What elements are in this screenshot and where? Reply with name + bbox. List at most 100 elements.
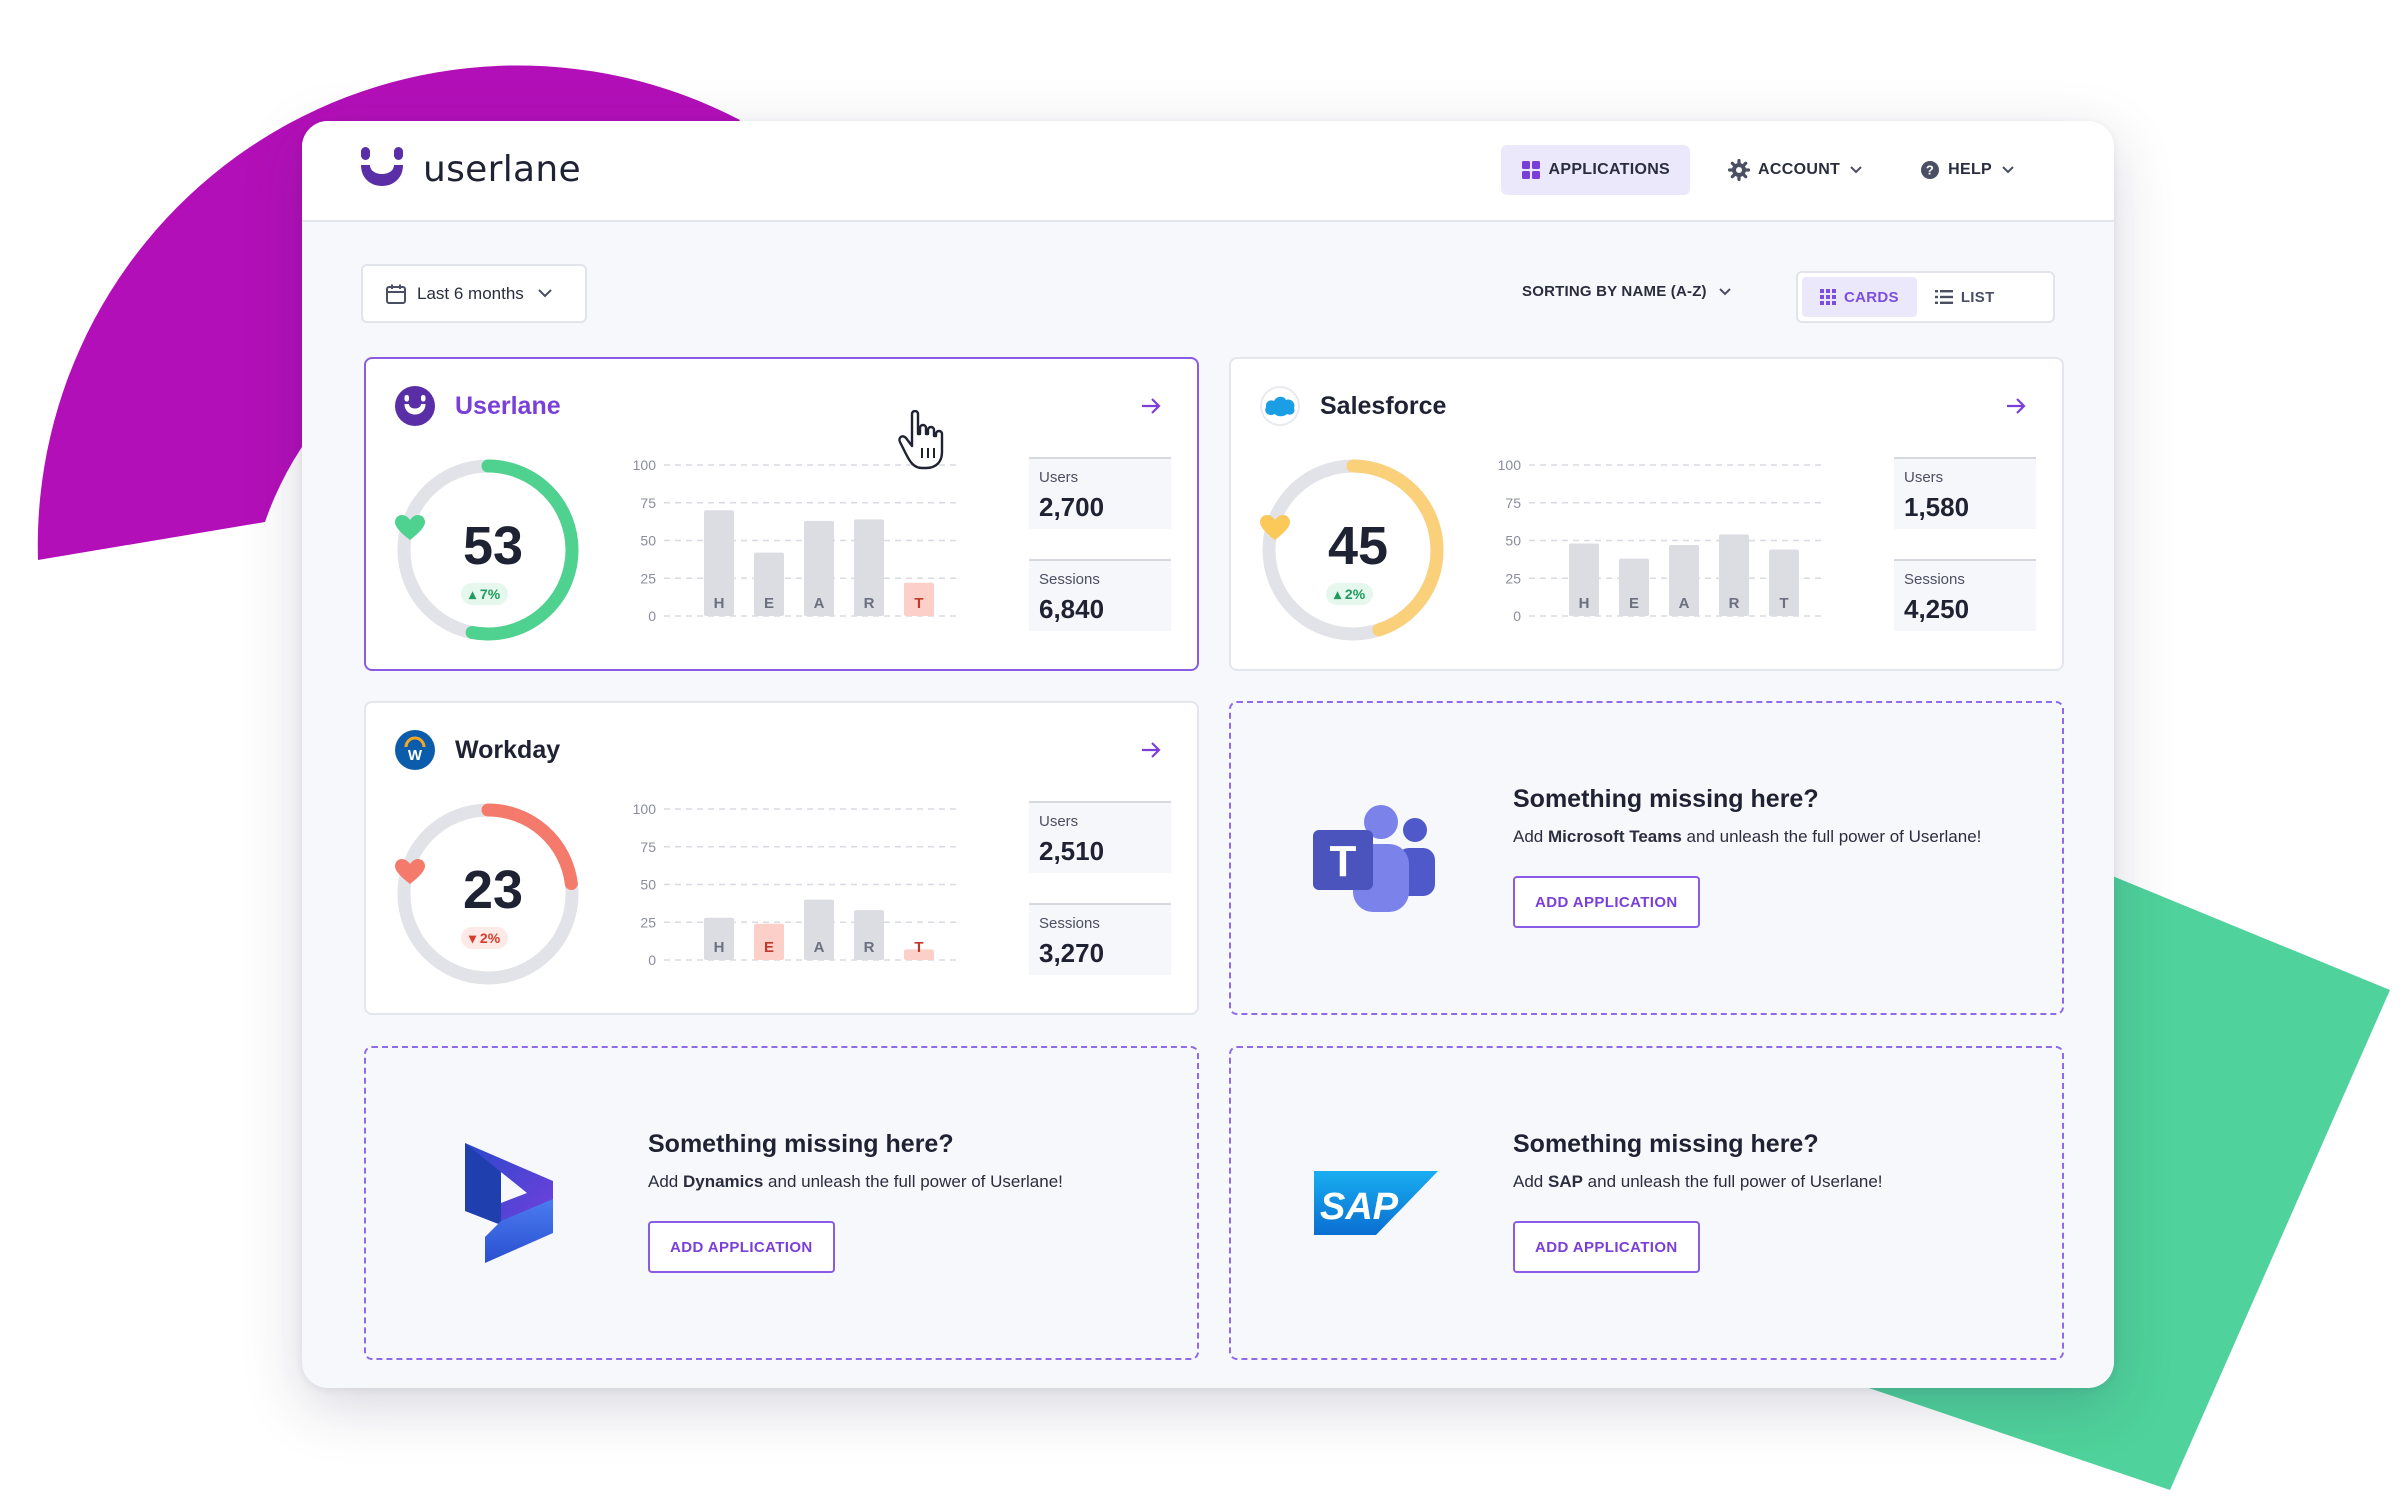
heart-letter-label: T xyxy=(1779,595,1788,612)
heart-letter-label: R xyxy=(864,595,875,612)
heart-letter-label: A xyxy=(814,939,825,956)
nav-applications[interactable]: APPLICATIONS xyxy=(1500,145,1691,195)
sessions-stat: Sessions 4,250 xyxy=(1894,559,2036,631)
svg-text:T: T xyxy=(1330,837,1357,886)
y-tick-label: 50 xyxy=(640,877,656,893)
heart-bar-a xyxy=(804,899,834,960)
y-tick-label: 25 xyxy=(640,570,656,586)
workday-app-icon: W xyxy=(395,730,435,770)
sessions-value: 4,250 xyxy=(1904,594,1970,624)
y-tick-label: 0 xyxy=(1513,608,1521,624)
heart-bar-e xyxy=(754,552,784,616)
grid-icon xyxy=(1521,161,1540,179)
heart-score-gauge: 53 ▴ 7% xyxy=(395,457,581,643)
trend-up-icon: ▴ xyxy=(469,585,480,602)
nav-account[interactable]: ACCOUNT xyxy=(1708,145,1882,195)
heart-score: 23 xyxy=(462,860,524,920)
app-card-workday[interactable]: W Workday 23 ▾ 2% 100 75 50 25 0 H E A R T Users xyxy=(364,701,1199,1015)
chevron-down-icon xyxy=(1850,166,1862,174)
sessions-value: 6,840 xyxy=(1039,594,1105,624)
missing-title: Something missing here? xyxy=(1513,785,1819,813)
date-range-dropdown[interactable]: Last 6 months xyxy=(361,264,587,323)
users-stat: Users 2,700 xyxy=(1029,457,1171,529)
userlane-mark-icon xyxy=(361,147,403,186)
add-application-button[interactable]: ADD APPLICATION xyxy=(648,1221,835,1273)
heart-bar-chart: 100 75 50 25 0 H E A R T xyxy=(633,457,958,624)
missing-description: Add SAP and unleash the full power of Us… xyxy=(1513,1172,1883,1191)
heart-letter-label: E xyxy=(764,939,774,956)
users-stat: Users 2,510 xyxy=(1029,801,1171,873)
svg-text:?: ? xyxy=(1926,163,1934,178)
gauge-ring xyxy=(397,803,579,985)
users-label: Users xyxy=(1039,813,1079,830)
heart-bar-t xyxy=(904,582,934,616)
heart-letter-label: R xyxy=(864,939,875,956)
users-label: Users xyxy=(1904,469,1944,486)
heart-bar-r xyxy=(1719,534,1749,616)
y-tick-label: 75 xyxy=(640,495,656,511)
dynamics-logo xyxy=(436,1128,586,1278)
missing-description: Add Dynamics and unleash the full power … xyxy=(648,1172,1063,1191)
delta-value: 7% xyxy=(479,586,501,602)
missing-app-name: SAP xyxy=(1547,1172,1583,1191)
heart-bar-e xyxy=(1619,558,1649,616)
sorting-dropdown[interactable]: SORTING BY NAME (A-Z) xyxy=(1522,283,1731,300)
chevron-down-icon xyxy=(1719,287,1731,295)
card-header: Userlane xyxy=(395,386,561,426)
y-tick-label: 25 xyxy=(640,914,656,930)
heart-letter-label: E xyxy=(764,595,774,612)
y-tick-label: 100 xyxy=(633,801,657,817)
date-range-label: Last 6 months xyxy=(417,283,524,303)
chevron-down-icon xyxy=(538,289,552,298)
score-delta-badge: ▴ 7% xyxy=(461,583,509,605)
nav-help[interactable]: ? HELP xyxy=(1900,145,2034,195)
microsoft-teams-logo: T xyxy=(1301,783,1451,933)
score-row: 45 xyxy=(1260,515,1446,577)
arrow-right-icon[interactable] xyxy=(1141,397,1161,415)
calendar-icon xyxy=(386,284,406,304)
heart-letter-label: T xyxy=(914,595,923,612)
users-value: 2,510 xyxy=(1039,836,1105,866)
userlane-app-icon xyxy=(395,386,435,426)
heart-letter-label: E xyxy=(1629,595,1639,612)
question-icon: ? xyxy=(1921,161,1940,179)
missing-app-card-teams: T Something missing here? Add Microsoft … xyxy=(1229,701,2064,1015)
y-tick-label: 75 xyxy=(640,839,656,855)
y-tick-label: 50 xyxy=(640,533,656,549)
score-row: 23 xyxy=(395,859,581,921)
y-tick-label: 0 xyxy=(648,952,656,968)
heart-letter-label: A xyxy=(814,595,825,612)
app-card-userlane[interactable]: Userlane 53 ▴ 7% 100 75 50 25 0 H E A R T Users 2… xyxy=(364,357,1199,671)
app-name: Workday xyxy=(455,735,561,764)
card-header: Salesforce xyxy=(1260,386,1446,426)
heart-bar-h xyxy=(704,510,734,616)
add-application-button[interactable]: ADD APPLICATION xyxy=(1513,1221,1700,1273)
arrow-right-icon[interactable] xyxy=(2006,397,2026,415)
brand-name: userlane xyxy=(423,148,581,190)
y-tick-label: 25 xyxy=(1505,570,1521,586)
view-cards-label: CARDS xyxy=(1844,288,1899,306)
heart-bar-chart: 100 75 50 25 0 H E A R T xyxy=(633,801,958,968)
userlane-logo[interactable]: userlane xyxy=(359,147,581,191)
gauge-progress-arc xyxy=(1262,459,1444,641)
sessions-value: 3,270 xyxy=(1039,938,1105,968)
view-cards-button[interactable]: CARDS xyxy=(1802,277,1917,317)
add-application-button[interactable]: ADD APPLICATION xyxy=(1513,876,1700,928)
heart-score: 45 xyxy=(1327,516,1389,576)
card-header: W Workday xyxy=(395,730,560,770)
missing-app-name: Dynamics xyxy=(682,1172,764,1191)
hand-cursor-icon xyxy=(898,410,944,470)
list-icon xyxy=(1934,290,1953,304)
gauge-progress-arc xyxy=(397,459,579,641)
app-card-salesforce[interactable]: Salesforce 45 ▴ 2% 100 75 50 25 0 H E A R T Users… xyxy=(1229,357,2064,671)
sessions-label: Sessions xyxy=(1039,915,1100,932)
view-list-button[interactable]: LIST xyxy=(1917,277,2013,317)
heart-bar-r xyxy=(854,519,884,616)
sessions-label: Sessions xyxy=(1039,571,1100,588)
view-list-label: LIST xyxy=(1960,288,1995,306)
missing-description: Add Microsoft Teams and unleash the full… xyxy=(1513,827,1982,846)
heart-score-gauge: 45 ▴ 2% xyxy=(1260,457,1446,643)
arrow-right-icon[interactable] xyxy=(1141,741,1161,759)
nav-applications-label: APPLICATIONS xyxy=(1548,161,1671,178)
